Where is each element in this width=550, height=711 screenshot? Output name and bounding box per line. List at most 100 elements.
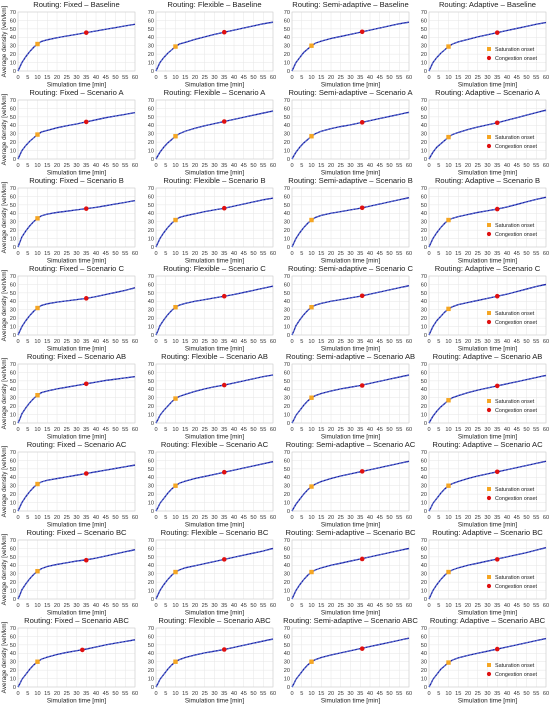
y-tick-label: 0 <box>424 157 427 163</box>
x-tick-label: 55 <box>533 251 539 257</box>
y-tick-label: 20 <box>148 140 154 146</box>
y-tick-label: 0 <box>13 157 16 163</box>
x-tick-label: 10 <box>34 163 40 169</box>
density-fit-line <box>428 284 547 336</box>
saturation-onset-marker <box>309 304 314 310</box>
y-tick-label: 70 <box>148 186 154 192</box>
x-tick-label: 5 <box>300 427 303 433</box>
x-tick-label: 15 <box>455 691 461 697</box>
x-tick-label: 40 <box>504 427 510 433</box>
panel-title: Routing: Adaptive – Baseline <box>439 0 536 9</box>
saturation-onset-marker <box>35 659 40 664</box>
x-tick-label: 60 <box>270 515 276 521</box>
saturation-onset-marker <box>446 134 451 140</box>
x-tick-label: 55 <box>396 603 402 609</box>
y-tick-label: 60 <box>10 634 16 640</box>
y-tick-label: 50 <box>10 115 16 121</box>
density-fit-line <box>155 548 274 600</box>
x-tick-label: 15 <box>44 163 50 169</box>
x-tick-label: 30 <box>484 515 490 521</box>
y-tick-label: 10 <box>148 676 154 682</box>
x-tick-label: 0 <box>16 339 19 345</box>
x-tick-label: 40 <box>367 251 373 257</box>
x-tick-label: 25 <box>64 75 70 81</box>
x-tick-label: 5 <box>26 75 29 81</box>
x-tick-label: 10 <box>308 251 314 257</box>
x-tick-label: 15 <box>455 603 461 609</box>
y-axis-label: Average density [veh/km] <box>1 533 8 605</box>
x-tick-label: 45 <box>514 251 520 257</box>
x-axis-label: Simulation time [min] <box>47 610 107 617</box>
plot-frame <box>155 99 274 160</box>
x-tick-label: 45 <box>103 75 109 81</box>
x-tick-label: 5 <box>437 515 440 521</box>
y-tick-label: 40 <box>148 387 154 393</box>
congestion-onset-marker <box>494 557 500 562</box>
x-tick-label: 20 <box>328 603 334 609</box>
legend-congestion-label: Congestion onset <box>495 496 537 502</box>
congestion-onset-marker <box>83 296 89 301</box>
x-tick-label: 45 <box>103 427 109 433</box>
legend-congestion-label: Congestion onset <box>495 408 537 414</box>
x-tick-label: 55 <box>122 163 128 169</box>
density-fit-line <box>155 22 274 72</box>
x-tick-label: 5 <box>437 427 440 433</box>
chart-panel: Routing: Fixed – Scenario AC010203040506… <box>1 440 138 529</box>
x-axis-label: Simulation time [min] <box>458 698 518 705</box>
y-tick-label: 70 <box>148 362 154 368</box>
x-tick-label: 30 <box>211 427 217 433</box>
panel-title: Routing: Adaptive – Scenario ABC <box>430 616 546 625</box>
x-tick-label: 5 <box>26 691 29 697</box>
plot-frame <box>291 11 410 72</box>
x-tick-label: 30 <box>484 75 490 81</box>
y-tick-label: 10 <box>421 324 427 330</box>
y-tick-label: 60 <box>10 194 16 200</box>
x-tick-label: 5 <box>26 603 29 609</box>
y-tick-label: 10 <box>421 412 427 418</box>
x-tick-label: 35 <box>494 75 500 81</box>
x-tick-label: 60 <box>406 691 412 697</box>
y-tick-label: 50 <box>421 643 427 649</box>
x-tick-label: 60 <box>543 691 549 697</box>
x-tick-label: 45 <box>377 251 383 257</box>
y-tick-label: 50 <box>421 291 427 297</box>
y-tick-label: 60 <box>284 282 290 288</box>
y-tick-label: 0 <box>13 509 16 515</box>
x-tick-label: 55 <box>533 163 539 169</box>
chart-panel: Routing: Semi-adaptive – Scenario AC 0 10 2… <box>284 440 416 529</box>
x-tick-label: 0 <box>154 251 157 257</box>
legend-congestion-swatch <box>486 143 492 149</box>
x-tick-label: 50 <box>250 163 256 169</box>
x-tick-label: 35 <box>494 603 500 609</box>
x-tick-label: 0 <box>154 75 157 81</box>
congestion-onset-marker <box>83 381 89 387</box>
x-tick-label: 45 <box>514 339 520 345</box>
y-tick-label: 70 <box>10 626 16 632</box>
y-tick-label: 70 <box>148 10 154 16</box>
panel-title: Routing: Fixed – Scenario BC <box>26 528 127 537</box>
x-tick-label: 5 <box>437 603 440 609</box>
x-axis-label: Simulation time [min] <box>458 434 518 441</box>
congestion-onset-marker <box>494 469 500 475</box>
y-tick-label: 0 <box>424 69 427 75</box>
x-tick-label: 5 <box>300 75 303 81</box>
congestion-onset-marker <box>80 647 85 653</box>
x-tick-label: 25 <box>202 251 208 257</box>
x-tick-label: 45 <box>103 339 109 345</box>
panel-title: Routing: Adaptive – Scenario BC <box>432 528 543 537</box>
plot-frame <box>17 627 136 688</box>
y-tick-label: 30 <box>10 44 16 50</box>
x-tick-label: 55 <box>396 163 402 169</box>
y-tick-label: 60 <box>148 282 154 288</box>
y-tick-label: 50 <box>10 379 16 385</box>
x-axis-label: Simulation time [min] <box>458 258 518 265</box>
y-tick-label: 60 <box>421 370 427 376</box>
x-tick-label: 25 <box>475 75 481 81</box>
density-fit-line <box>291 22 410 72</box>
x-tick-label: 40 <box>504 691 510 697</box>
density-fit-line <box>17 639 136 688</box>
x-tick-label: 0 <box>154 691 157 697</box>
density-fit-line <box>155 461 274 512</box>
x-tick-label: 20 <box>54 163 60 169</box>
y-tick-label: 10 <box>148 588 154 594</box>
